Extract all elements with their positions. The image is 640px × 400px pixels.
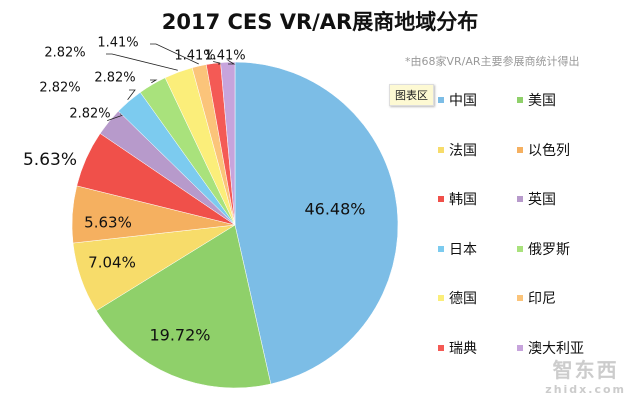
legend-swatch	[517, 344, 523, 351]
legend-item: 美国	[517, 90, 556, 110]
data-label: 46.48%	[304, 200, 365, 219]
leader-line	[150, 79, 158, 84]
pie-slice[interactable]	[220, 61, 236, 226]
legend-swatch	[517, 295, 523, 301]
data-label: 1.41%	[97, 36, 138, 51]
legend-item: 韩国	[438, 189, 477, 209]
data-label: 19.72%	[149, 326, 210, 345]
data-label: 2.82%	[94, 71, 135, 86]
legend-label: 美国	[528, 93, 556, 109]
legend-label: 日本	[449, 241, 477, 258]
legend-swatch	[438, 97, 444, 103]
legend-label: 中国	[449, 93, 477, 109]
legend-swatch	[438, 295, 444, 301]
legend-item: 日本	[438, 239, 477, 259]
legend-item: 瑞典	[438, 338, 477, 358]
legend-swatch	[517, 97, 523, 103]
pie-slice[interactable]	[234, 61, 399, 385]
legend-label: 法国	[449, 142, 477, 159]
chart-title: 2017 CES VR/AR展商地域分布	[161, 10, 479, 34]
data-label: 2.82%	[44, 46, 85, 61]
legend-swatch	[517, 146, 523, 153]
legend-item: 法国	[438, 140, 477, 160]
legend-item: 德国	[438, 288, 477, 308]
data-label: 2.82%	[69, 107, 110, 122]
data-label: 5.63%	[84, 214, 132, 232]
legend-item: 澳大利亚	[517, 338, 584, 358]
legend-swatch	[517, 245, 523, 252]
legend-label: 以色列	[528, 142, 570, 159]
leader-line	[227, 59, 236, 65]
legend-swatch	[438, 344, 444, 351]
legend-swatch	[438, 146, 444, 153]
legend-item: 英国	[517, 189, 556, 209]
leader-line	[127, 89, 136, 100]
legend-label: 澳大利亚	[528, 340, 584, 357]
legend-item: 俄罗斯	[517, 239, 570, 259]
data-label: 5.63%	[23, 150, 77, 170]
legend-label: 英国	[528, 192, 556, 208]
legend-swatch	[438, 196, 444, 202]
tooltip: 图表区	[389, 84, 434, 106]
legend-label: 德国	[449, 291, 477, 307]
data-label: 2.82%	[39, 81, 80, 96]
legend-label: 韩国	[449, 192, 477, 208]
legend-item: 中国	[438, 90, 477, 110]
leader-line	[106, 53, 178, 71]
chart-note: *由68家VR/AR主要参展商统计得出	[405, 55, 580, 68]
legend-swatch	[438, 245, 444, 252]
data-label: 1.41%	[204, 49, 245, 64]
leader-line	[150, 43, 199, 65]
legend-item: 以色列	[517, 140, 570, 160]
watermark-logo: 智东西 zhidx.com	[545, 358, 626, 396]
legend-label: 瑞典	[449, 340, 477, 357]
legend-swatch	[517, 196, 523, 202]
data-label: 7.04%	[88, 254, 136, 272]
legend-label: 印尼	[528, 291, 556, 307]
data-label: 1.41%	[174, 49, 215, 64]
pie-slice[interactable]	[95, 224, 272, 389]
legend-item: 印尼	[517, 288, 556, 308]
legend-label: 俄罗斯	[528, 241, 570, 258]
